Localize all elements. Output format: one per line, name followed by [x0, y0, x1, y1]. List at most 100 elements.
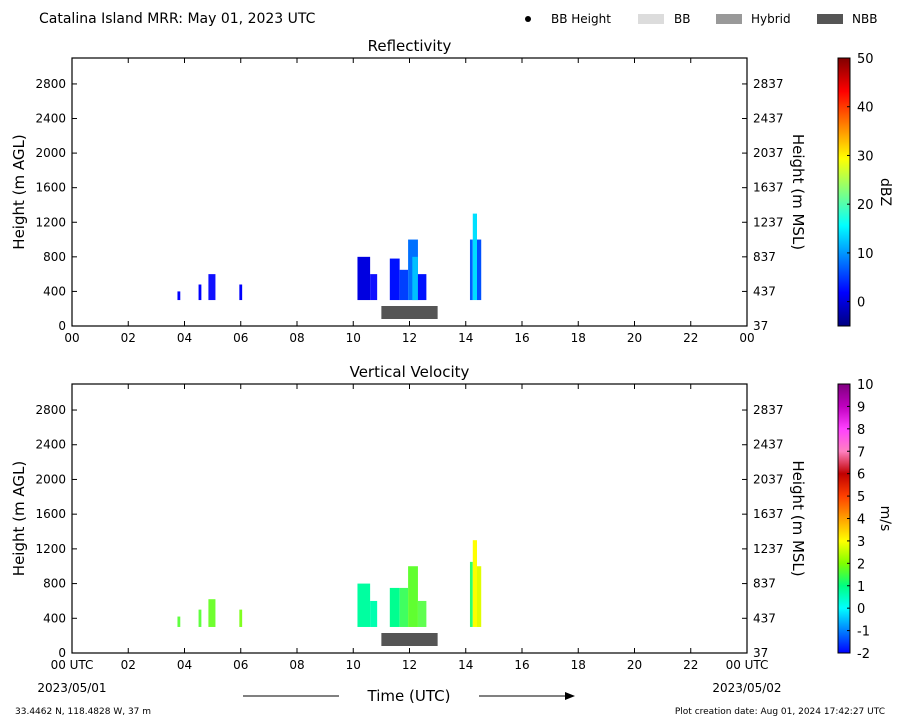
location-label: 33.4462 N, 118.4828 W, 37 m	[15, 707, 151, 717]
x-tick-label: 00	[739, 331, 754, 345]
colorbar-tick-label: 4	[857, 513, 865, 528]
x-tick-label: 04	[177, 331, 192, 345]
x-tick-label: 10	[346, 658, 361, 672]
colorbar-tick-label: 10	[857, 247, 874, 262]
vertical-velocity-panel: Vertical Velocity04008001200160020002400…	[10, 363, 893, 672]
x-tick-label: 20	[627, 331, 642, 345]
colorbar-tick-label: 0	[857, 296, 865, 311]
colorbar-tick-label: 10	[857, 378, 874, 393]
start-date-label: 2023/05/01	[37, 681, 106, 695]
legend-label-hybrid: Hybrid	[751, 12, 791, 26]
colorbar-tick-label: -1	[857, 625, 870, 640]
colorbar	[837, 57, 851, 327]
reflectivity-panel: Reflectivity0400800120016002000240028003…	[10, 37, 893, 345]
y-tick-label-right: 1637	[753, 507, 784, 521]
x-tick-label: 18	[571, 331, 586, 345]
x-tick-label: 16	[514, 658, 529, 672]
y-tick-label-right: 2037	[753, 472, 784, 486]
y-tick-label-right: 2437	[753, 112, 784, 126]
x-tick-label: 14	[458, 331, 473, 345]
data-column	[370, 600, 378, 627]
x-tick-label: 22	[683, 658, 698, 672]
x-tick-label: 06	[233, 658, 248, 672]
x-axis-label: Time (UTC)	[367, 687, 451, 705]
x-tick-label: 20	[627, 658, 642, 672]
y-tick-label-left: 2800	[35, 77, 66, 91]
y-tick-label-left: 0	[58, 319, 66, 333]
colorbar-tick-label: 5	[857, 490, 865, 505]
y-axis-label-left: Height (m AGL)	[10, 134, 28, 249]
data-column	[208, 274, 216, 301]
y-tick-label-left: 1600	[35, 181, 66, 195]
data-column	[417, 600, 427, 627]
data-column	[198, 284, 202, 301]
colorbar-tick-label: 1	[857, 580, 865, 595]
data-column	[239, 284, 243, 301]
x-tick-label: 14	[458, 658, 473, 672]
data-column	[389, 587, 400, 627]
data-column	[357, 256, 371, 301]
legend-label-nbb: NBB	[852, 12, 877, 26]
legend-marker-bb-height	[525, 16, 531, 22]
y-tick-label-left: 400	[43, 284, 66, 298]
data-column	[357, 583, 371, 627]
y-tick-label-left: 1200	[35, 542, 66, 556]
legend-swatch-nbb	[817, 14, 843, 24]
y-tick-label-right: 1237	[753, 542, 784, 556]
y-tick-label-left: 2800	[35, 403, 66, 417]
colorbar-tick-label: 50	[857, 52, 874, 67]
colorbar-label: dBZ	[877, 178, 893, 206]
data-column	[477, 566, 482, 627]
colorbar-tick-label: -2	[857, 647, 870, 662]
y-tick-label-left: 400	[43, 611, 66, 625]
colorbar-tick-label: 0	[857, 602, 865, 617]
data-column	[370, 274, 378, 301]
colorbar-tick-label: 20	[857, 198, 874, 213]
y-tick-label-right: 837	[753, 250, 776, 264]
y-tick-label-left: 1600	[35, 507, 66, 521]
y-tick-label-right: 2837	[753, 403, 784, 417]
colorbar-tick-label: 9	[857, 400, 865, 415]
x-tick-label: 08	[289, 331, 304, 345]
y-tick-label-left: 2000	[35, 146, 66, 160]
y-tick-label-right: 437	[753, 284, 776, 298]
bright-band-bar-nbb	[381, 633, 438, 646]
data-column	[208, 599, 216, 627]
legend-label-bb-height: BB Height	[551, 12, 611, 26]
x-tick-label: 02	[121, 331, 136, 345]
panel-title: Reflectivity	[368, 37, 452, 55]
x-tick-label: 00	[64, 331, 79, 345]
data-column	[399, 587, 409, 627]
x-tick-label: 22	[683, 331, 698, 345]
data-column	[177, 616, 181, 627]
data-column	[472, 540, 477, 627]
x-tick-label: 18	[571, 658, 586, 672]
y-tick-label-left: 2000	[35, 472, 66, 486]
y-tick-label-left: 800	[43, 250, 66, 264]
colorbar-tick-label: 7	[857, 445, 865, 460]
bright-band-legend: BB Height BB Hybrid NBB	[525, 12, 877, 26]
y-tick-label-right: 2037	[753, 146, 784, 160]
x-tick-label: 00 UTC	[726, 658, 769, 672]
y-tick-label-right: 37	[753, 646, 768, 660]
x-tick-label: 06	[233, 331, 248, 345]
data-column	[177, 291, 181, 301]
y-axis-label-right: Height (m MSL)	[789, 134, 807, 250]
x-tick-label: 12	[402, 658, 417, 672]
data-column	[472, 213, 477, 301]
y-tick-label-right: 1637	[753, 181, 784, 195]
y-axis-label-right: Height (m MSL)	[789, 460, 807, 576]
x-tick-label: 12	[402, 331, 417, 345]
colorbar-label: m/s	[877, 506, 893, 532]
colorbar-tick-label: 3	[857, 535, 865, 550]
data-column	[469, 239, 473, 301]
y-tick-label-right: 2437	[753, 438, 784, 452]
colorbar-tick-label: 6	[857, 468, 865, 483]
legend-label-bb: BB	[674, 12, 690, 26]
figure-title: Catalina Island MRR: May 01, 2023 UTC	[39, 11, 316, 27]
colorbar-tick-label: 30	[857, 149, 874, 164]
data-column	[399, 269, 409, 301]
x-tick-label: 00 UTC	[51, 658, 94, 672]
data-column	[469, 561, 473, 627]
